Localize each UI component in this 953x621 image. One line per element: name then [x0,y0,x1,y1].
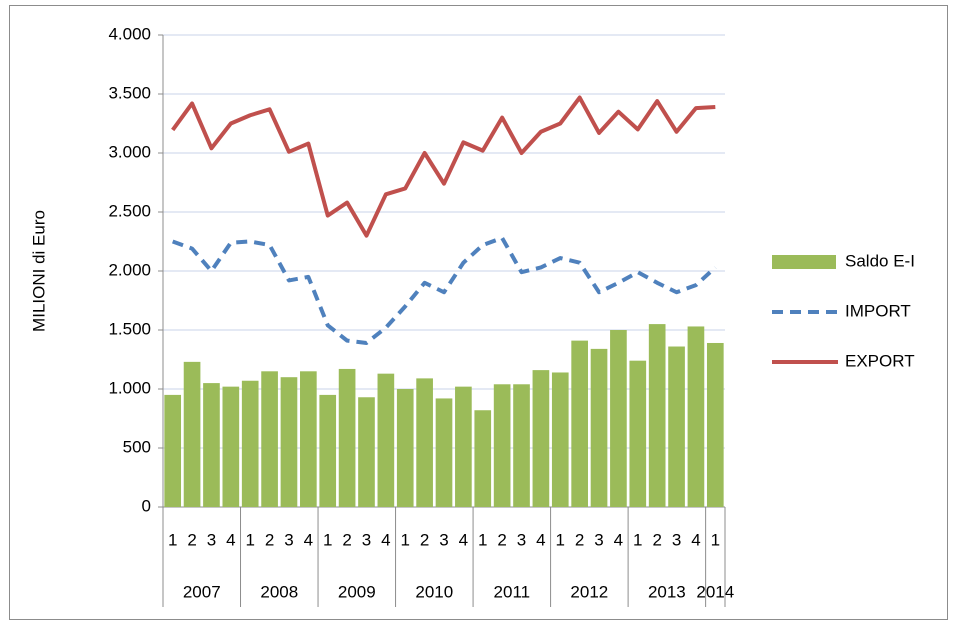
legend-label: IMPORT [845,301,911,320]
legend-swatch [772,255,836,269]
y-tick-label: 1.000 [108,378,151,397]
group-label: 2014 [696,582,734,601]
bar [396,389,414,507]
x-tick-label: 1 [323,530,332,549]
bar [571,340,588,507]
y-tick-label: 0 [142,496,151,515]
bar [590,348,608,507]
x-tick-label: 2 [265,530,274,549]
x-tick-label: 3 [284,530,293,549]
x-tick-label: 1 [633,530,642,549]
bar [203,383,220,507]
x-tick-label: 4 [614,530,623,549]
x-tick-label: 2 [575,530,584,549]
bar [687,326,705,507]
bar [416,378,433,507]
y-tick-label: 3.500 [108,83,151,102]
legend-label: Saldo E-I [845,251,915,270]
y-tick-label: 4.000 [108,24,151,43]
bar [319,394,337,507]
y-tick-label: 500 [123,437,151,456]
bar [358,397,375,507]
bar [493,384,511,507]
bar [532,370,550,507]
x-tick-label: 1 [556,530,565,549]
x-tick-label: 3 [362,530,371,549]
bar [513,384,530,507]
bar [474,410,492,507]
bar [610,330,627,507]
bar [629,360,647,507]
x-tick-label: 4 [381,530,390,549]
x-tick-label: 4 [459,530,468,549]
legend-label: EXPORT [845,351,915,370]
x-tick-label: 1 [711,530,720,549]
x-tick-label: 3 [594,530,603,549]
bar [300,371,317,507]
bar [261,371,278,507]
bar [648,324,666,507]
x-tick-label: 4 [226,530,235,549]
bar [435,398,453,507]
x-tick-label: 3 [517,530,526,549]
x-tick-label: 4 [536,530,545,549]
x-tick-label: 2 [420,530,429,549]
x-tick-label: 4 [691,530,700,549]
x-tick-label: 3 [672,530,681,549]
bar [551,372,569,507]
y-tick-label: 2.000 [108,260,151,279]
line [172,235,717,345]
bar [241,380,259,507]
x-tick-label: 2 [652,530,661,549]
group-label: 2011 [494,582,531,601]
x-tick-label: 4 [304,530,313,549]
x-tick-label: 3 [439,530,448,549]
group-label: 2013 [648,582,686,601]
bar [164,394,182,507]
bar [338,368,356,507]
group-label: 2012 [570,582,608,601]
bar [455,386,472,507]
group-label: 2009 [338,582,376,601]
y-tick-label: 2.500 [108,201,151,220]
group-label: 2008 [260,582,298,601]
x-tick-label: 2 [187,530,196,549]
bar [183,361,201,507]
x-tick-label: 3 [207,530,216,549]
x-tick-label: 1 [401,530,410,549]
bar [668,346,685,507]
bar [706,342,724,507]
x-tick-label: 2 [342,530,351,549]
bar [222,386,240,507]
group-label: 2007 [183,582,221,601]
x-tick-label: 1 [168,530,177,549]
x-tick-label: 1 [478,530,487,549]
x-tick-label: 1 [245,530,254,549]
y-axis-label: MILIONI di Euro [29,210,48,332]
y-tick-label: 1.500 [108,319,151,338]
x-tick-label: 2 [497,530,506,549]
line [171,95,716,238]
group-label: 2010 [415,582,453,601]
bar [377,373,395,507]
bar [280,377,298,507]
y-tick-label: 3.000 [108,142,151,161]
